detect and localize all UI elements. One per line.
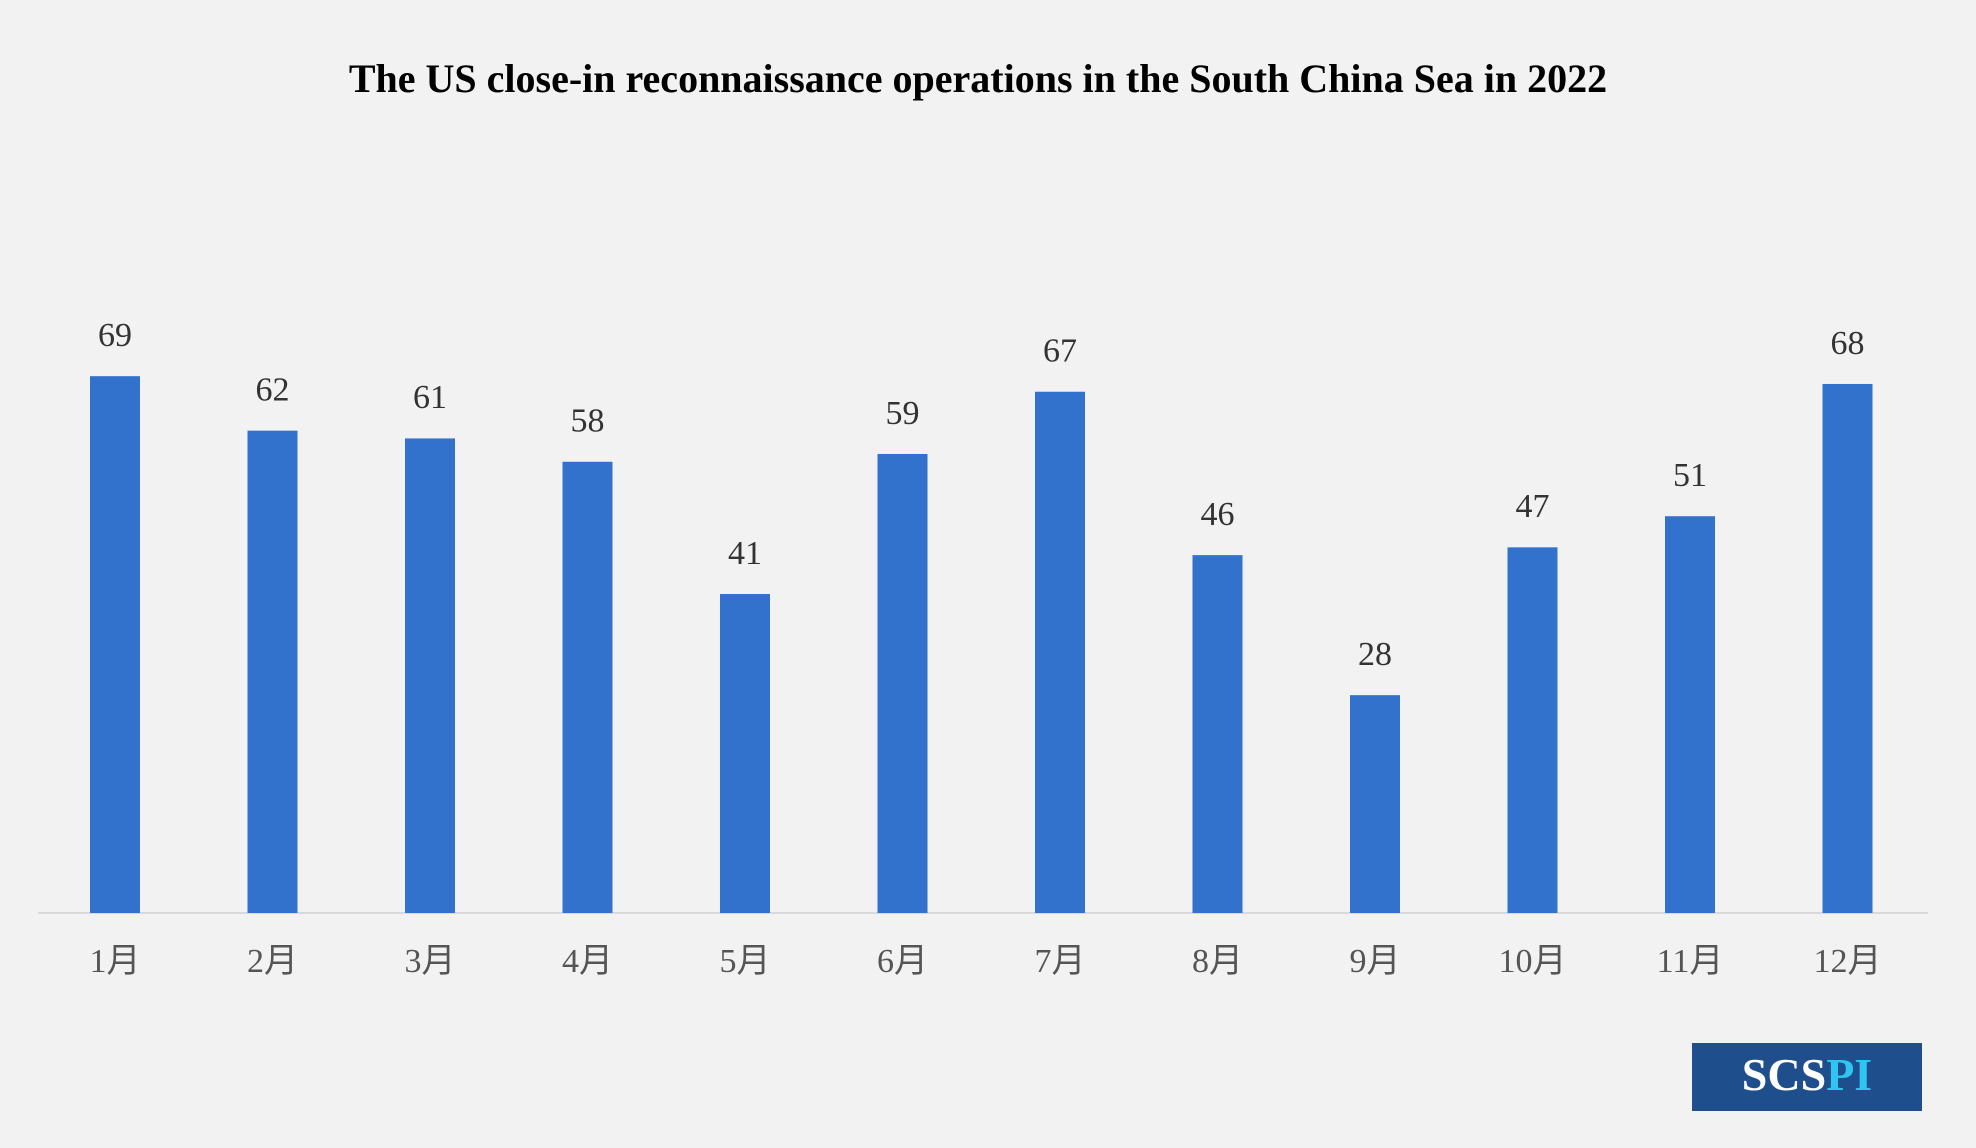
bar [1035,391,1085,913]
x-tick-label: 5月 [720,943,771,980]
bar [1822,383,1873,914]
x-tick-label: 8月 [1192,943,1243,980]
value-label: 47 [1516,488,1550,525]
bar [247,430,298,913]
value-label: 61 [413,379,447,416]
logo-box [1692,1043,1922,1111]
bar [1350,695,1400,913]
x-tick-label: 3月 [405,943,456,980]
bar [720,594,770,913]
bar [90,376,140,913]
logo: SCSPI [1742,1049,1872,1100]
x-tick-label: 6月 [877,943,928,980]
value-label: 62 [256,371,290,408]
value-label: 69 [98,317,132,354]
bar [1665,516,1715,913]
x-tick-label: 1月 [90,943,141,980]
value-label: 58 [571,403,605,440]
value-label: 41 [728,535,762,572]
bar [1507,547,1558,913]
x-tick-label: 10月 [1499,943,1567,980]
x-tick-label: 2月 [247,943,298,980]
logo-text: PI [1826,1049,1872,1100]
value-label: 67 [1043,333,1077,370]
logo-text: SCS [1742,1049,1826,1100]
bar [562,461,613,913]
x-tick-label: 7月 [1035,943,1086,980]
chart-title: The US close-in reconnaissance operation… [349,56,1607,101]
value-label: 68 [1831,325,1865,362]
value-label: 51 [1673,457,1707,494]
x-tick-label: 4月 [562,943,613,980]
value-label: 46 [1201,496,1235,533]
bar [405,438,455,913]
x-tick-label: 9月 [1350,943,1401,980]
value-label: 59 [886,395,920,432]
value-label: 28 [1358,636,1392,673]
bar [877,453,928,913]
bar [1192,555,1243,913]
x-tick-label: 12月 [1814,943,1882,980]
x-tick-label: 11月 [1657,943,1724,980]
